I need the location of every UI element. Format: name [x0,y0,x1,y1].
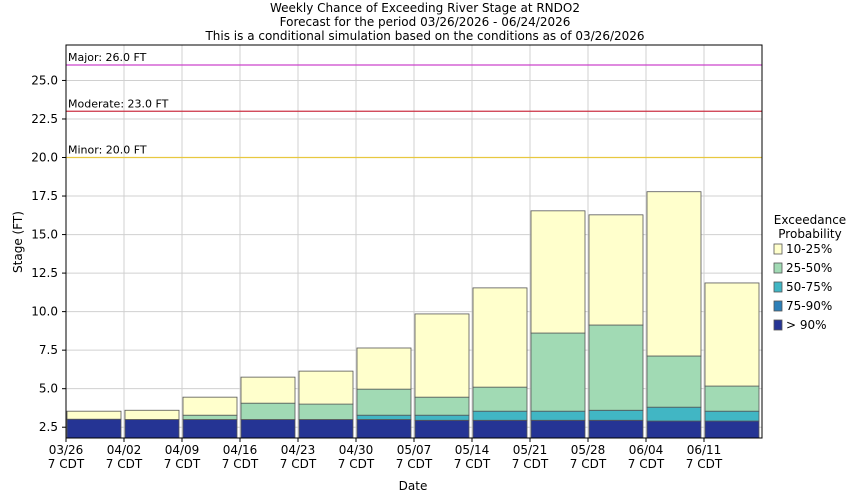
legend-title: Exceedance [774,213,846,227]
y-tick-label: 22.5 [31,112,58,126]
x-tick-label: 05/28 [571,443,606,457]
chart-subtitle: Forecast for the period 03/26/2026 - 06/… [280,15,571,29]
x-tick-sublabel: 7 CDT [570,457,607,471]
x-axis-label: Date [399,479,428,493]
bar-segment [646,191,702,357]
x-tick-label: 04/23 [281,443,316,457]
legend-label: 10-25% [786,242,832,256]
x-tick-sublabel: 7 CDT [686,457,723,471]
bar-segment [414,313,470,398]
bar-segment [704,410,760,422]
y-tick-label: 17.5 [31,189,58,203]
legend-swatch [773,300,783,312]
threshold-label: Minor: 20.0 FT [68,144,147,157]
x-tick-label: 06/04 [629,443,664,457]
x-tick-sublabel: 7 CDT [280,457,317,471]
bar-segment [646,355,702,408]
x-tick-sublabel: 7 CDT [396,457,433,471]
bar-segment [588,214,644,326]
bar-segment [472,410,528,421]
threshold-label: Moderate: 23.0 FT [68,97,169,110]
y-tick-label: 12.5 [31,266,58,280]
x-tick-label: 04/09 [165,443,200,457]
bar-segment [356,388,412,416]
x-tick-sublabel: 7 CDT [48,457,85,471]
y-tick-label: 25.0 [31,73,58,87]
legend-label: 75-90% [786,299,832,313]
bar-segment [182,419,238,439]
x-tick-sublabel: 7 CDT [338,457,375,471]
legend-swatch [773,319,783,331]
y-tick-label: 2.5 [39,420,58,434]
y-tick-label: 5.0 [39,382,58,396]
bar-segment [704,385,760,412]
legend-title: Probability [778,227,841,241]
x-tick-sublabel: 7 CDT [628,457,665,471]
x-tick-sublabel: 7 CDT [222,457,259,471]
y-tick-label: 20.0 [31,151,58,165]
bar-segment [66,410,122,420]
legend-swatch [773,243,783,255]
legend-label: 50-75% [786,280,832,294]
bar-segment [240,376,296,404]
bar-segment [530,419,586,439]
legend-swatch [773,281,783,293]
threshold-label: Major: 26.0 FT [68,51,147,64]
bar-segment [298,370,354,405]
bar-segment [646,406,702,422]
bar-segment [588,324,644,411]
x-tick-label: 05/07 [397,443,432,457]
plot-frame [65,44,763,439]
x-tick-label: 04/16 [223,443,258,457]
bar-segment [414,396,470,416]
bar-segment [472,419,528,439]
bar-segment [356,419,412,439]
bar-segment [588,409,644,421]
bar-segment [240,419,296,439]
x-tick-label: 05/14 [455,443,490,457]
bar-segment [182,396,238,416]
bar-segment [124,409,180,420]
y-tick-label: 15.0 [31,228,58,242]
bar-segment [240,402,296,420]
bar-segment [66,418,122,439]
bar-segment [298,419,354,439]
chart-title: Weekly Chance of Exceeding River Stage a… [270,1,580,15]
y-tick-label: 7.5 [39,343,58,357]
legend-label: 25-50% [786,261,832,275]
bar-segment [530,210,586,334]
x-tick-label: 04/30 [339,443,374,457]
x-tick-sublabel: 7 CDT [512,457,549,471]
x-tick-label: 04/02 [107,443,142,457]
chart-note: This is a conditional simulation based o… [204,29,644,43]
x-tick-sublabel: 7 CDT [106,457,143,471]
bar-segment [414,414,470,421]
bar-segment [704,282,760,387]
x-tick-label: 06/11 [687,443,722,457]
x-tick-label: 05/21 [513,443,548,457]
bar-segment [472,386,528,412]
bar-segment [530,332,586,412]
bar-segment [298,403,354,420]
bar-segment [182,414,238,420]
bar-segment [588,419,644,439]
bar-segment [472,287,528,388]
x-tick-sublabel: 7 CDT [164,457,201,471]
x-tick-sublabel: 7 CDT [454,457,491,471]
legend-swatch [773,262,783,274]
bar-segment [530,410,586,421]
y-axis-label: Stage (FT) [11,211,25,273]
x-tick-label: 03/26 [49,443,84,457]
bar-segment [414,419,470,439]
y-tick-label: 10.0 [31,305,58,319]
bar-segment [646,420,702,439]
bar-segment [124,419,180,439]
bar-segment [704,420,760,439]
bar-segment [356,347,412,390]
bar-segment [356,414,412,420]
legend-label: > 90% [786,318,827,332]
